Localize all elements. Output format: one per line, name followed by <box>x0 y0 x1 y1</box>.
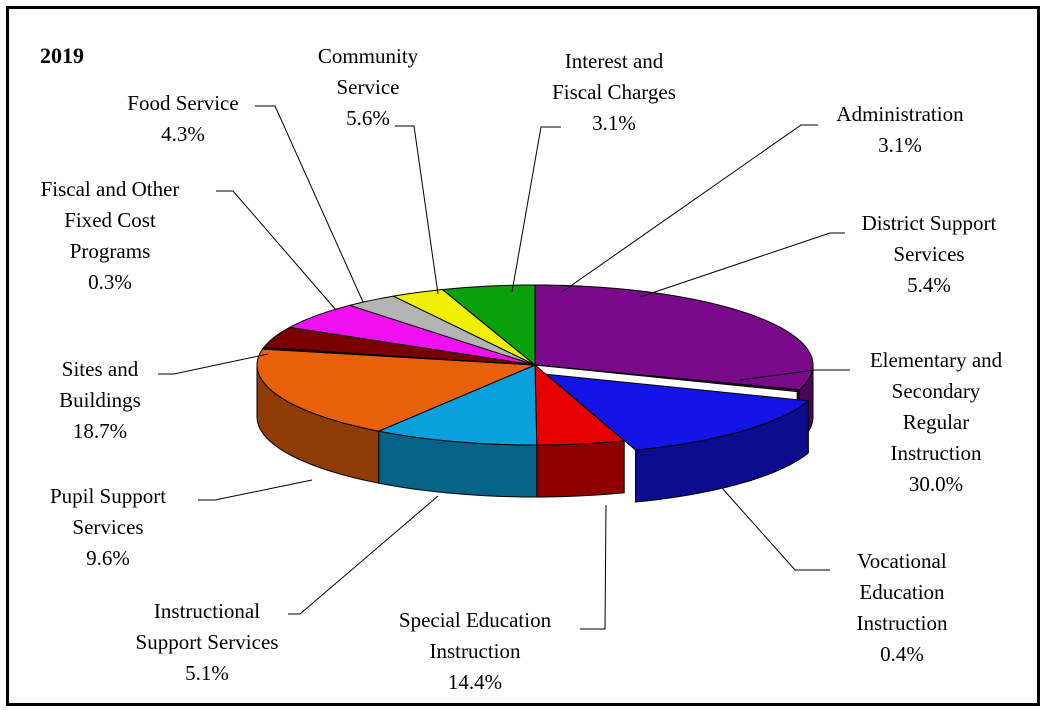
pie-tops <box>256 284 814 451</box>
pie-slice-0 <box>534 284 814 391</box>
leader-line-5 <box>158 353 269 375</box>
pie-slice-2 <box>544 373 810 451</box>
slice-label-5: Sites and Buildings 18.7% <box>59 357 141 443</box>
slice-label-9: Interest and Fiscal Charges 3.1% <box>552 49 676 135</box>
slice-name-1: Vocational <box>857 549 947 573</box>
slice-name-8: Community <box>318 44 419 68</box>
pie-slice-8 <box>288 304 536 366</box>
slice-label-1: Vocational Education Instruction 0.4% <box>857 549 948 666</box>
slice-name-11: District Support <box>862 211 997 235</box>
leader-line-11 <box>639 232 845 298</box>
slice-label-6: Fiscal and Other Fixed Cost Programs 0.3% <box>41 177 180 294</box>
leader-line-10 <box>561 124 818 293</box>
slice-name-8: Service <box>337 75 400 99</box>
slice-name-5: Sites and <box>62 357 139 381</box>
slice-value-1: 0.4% <box>880 642 924 666</box>
slice-name-4: Services <box>72 515 143 539</box>
slice-value-3: 5.1% <box>185 661 229 685</box>
slice-value-7: 4.3% <box>161 122 205 146</box>
pie-side-3 <box>536 440 625 498</box>
slice-name-3: Instructional <box>154 599 260 623</box>
slice-name-6: Programs <box>70 239 151 263</box>
leader-line-0 <box>739 369 850 381</box>
slice-name-6: Fiscal and Other <box>41 177 180 201</box>
slice-value-5: 18.7% <box>73 419 127 443</box>
slice-value-11: 5.4% <box>907 273 951 297</box>
leader-line-4 <box>198 479 313 501</box>
pie-sides <box>256 364 814 503</box>
pie-slice-10 <box>391 289 536 366</box>
slice-label-10: Administration 3.1% <box>836 102 964 157</box>
slice-label-3: Instructional Support Services 5.1% <box>136 599 279 685</box>
slice-value-6: 0.3% <box>88 270 132 294</box>
slice-label-2: Special Education Instruction 14.4% <box>399 608 552 694</box>
slice-label-7: Food Service 4.3% <box>127 91 238 146</box>
slice-name-0: Elementary and <box>870 348 1003 372</box>
slice-value-9: 3.1% <box>592 111 636 135</box>
slice-value-2: 14.4% <box>448 670 502 694</box>
pie-slice-7 <box>262 326 536 366</box>
leader-line-3 <box>288 495 439 615</box>
slice-name-0: Secondary <box>892 379 981 403</box>
slice-name-2: Special Education <box>399 608 552 632</box>
slice-name-6: Fixed Cost <box>64 208 156 232</box>
leader-line-9 <box>511 126 561 293</box>
leader-line-1 <box>721 487 830 571</box>
slice-name-11: Services <box>893 242 964 266</box>
slice-name-9: Interest and <box>565 49 664 73</box>
slice-name-0: Regular <box>903 410 969 434</box>
slice-name-2: Instruction <box>430 639 521 663</box>
pie-slice-4 <box>377 364 538 446</box>
pie-slice-1 <box>534 364 801 393</box>
slice-label-0: Elementary and Secondary Regular Instructio… <box>870 348 1003 496</box>
slice-name-10: Administration <box>836 102 964 126</box>
slice-label-4: Pupil Support Services 9.6% <box>50 484 166 570</box>
leader-line-2 <box>580 504 607 630</box>
pie-slice-5 <box>256 348 536 432</box>
slice-name-9: Fiscal Charges <box>552 80 676 104</box>
pie-slice-11 <box>441 284 536 367</box>
slice-value-10: 3.1% <box>878 133 922 157</box>
leader-line-6 <box>216 190 337 311</box>
pie-slice-9 <box>348 295 536 366</box>
slice-value-0: 30.0% <box>909 472 963 496</box>
slice-name-7: Food Service <box>127 91 238 115</box>
chart-title: 2019 <box>40 43 84 68</box>
slice-value-4: 9.6% <box>86 546 130 570</box>
slice-name-3: Support Services <box>136 630 279 654</box>
leader-line-8 <box>395 125 439 295</box>
slice-name-1: Instruction <box>857 611 948 635</box>
slice-name-1: Education <box>859 580 945 604</box>
leader-line-7 <box>255 105 364 303</box>
slice-name-4: Pupil Support <box>50 484 166 508</box>
slice-label-8: Community Service 5.6% <box>318 44 419 130</box>
slice-label-11: District Support Services 5.4% <box>862 211 997 297</box>
slice-name-0: Instruction <box>891 441 982 465</box>
pie-labels: Elementary and Secondary Regular Instructio… <box>41 44 1003 694</box>
slice-name-5: Buildings <box>59 388 141 412</box>
pie-slice-3 <box>534 363 626 446</box>
slice-value-8: 5.6% <box>346 106 390 130</box>
